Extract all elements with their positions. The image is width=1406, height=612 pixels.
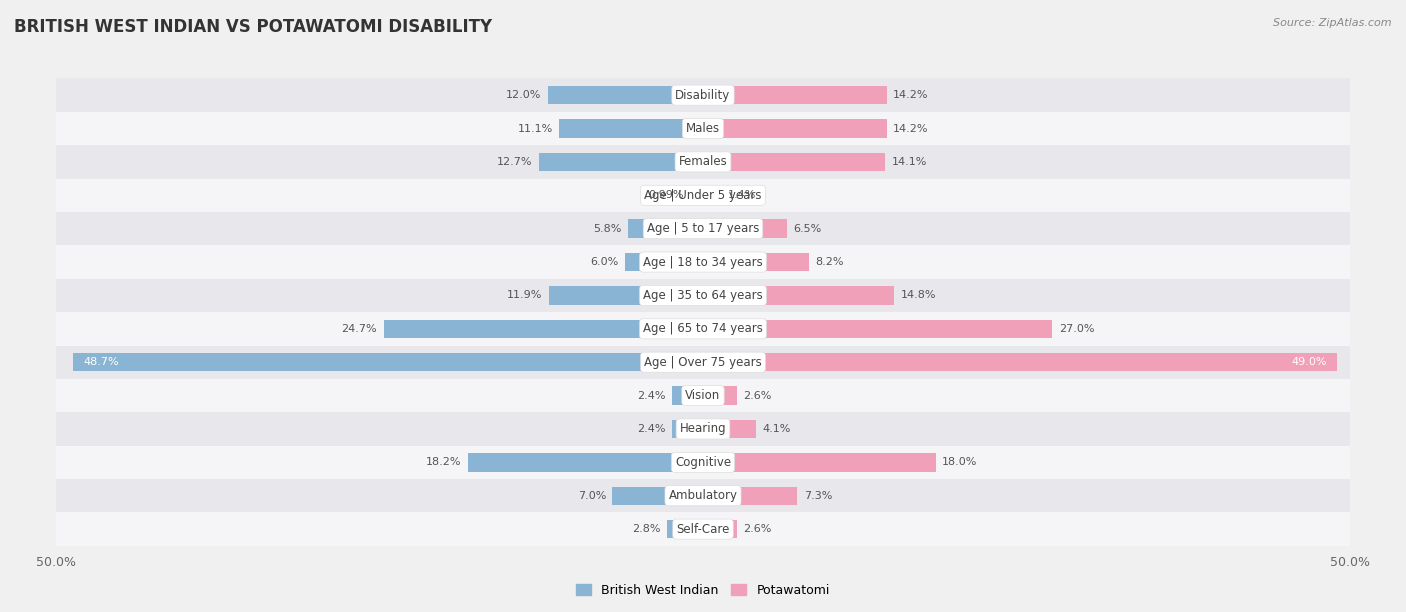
FancyBboxPatch shape (44, 412, 1362, 446)
FancyBboxPatch shape (44, 512, 1362, 546)
Text: Females: Females (679, 155, 727, 168)
Text: Source: ZipAtlas.com: Source: ZipAtlas.com (1274, 18, 1392, 28)
Text: 14.2%: 14.2% (893, 90, 928, 100)
Bar (703, 286, 894, 305)
Text: Age | 35 to 64 years: Age | 35 to 64 years (643, 289, 763, 302)
Bar (703, 353, 1337, 371)
Bar (703, 153, 886, 171)
Text: Disability: Disability (675, 89, 731, 102)
FancyBboxPatch shape (44, 245, 1362, 278)
Text: 2.6%: 2.6% (744, 524, 772, 534)
FancyBboxPatch shape (44, 479, 1362, 512)
Text: 2.6%: 2.6% (744, 390, 772, 401)
Text: 8.2%: 8.2% (815, 257, 844, 267)
Bar (626, 253, 703, 271)
Text: Vision: Vision (685, 389, 721, 402)
Text: 18.2%: 18.2% (426, 457, 461, 468)
FancyBboxPatch shape (44, 346, 1362, 379)
Bar (672, 386, 703, 405)
FancyBboxPatch shape (44, 379, 1362, 412)
Text: 14.1%: 14.1% (891, 157, 927, 167)
Bar (384, 319, 703, 338)
Text: Ambulatory: Ambulatory (668, 489, 738, 502)
Bar (703, 420, 756, 438)
Text: 2.4%: 2.4% (637, 390, 665, 401)
Text: 11.1%: 11.1% (517, 124, 553, 133)
Text: 18.0%: 18.0% (942, 457, 977, 468)
Text: 1.4%: 1.4% (727, 190, 756, 200)
Bar (468, 453, 703, 471)
FancyBboxPatch shape (44, 446, 1362, 479)
FancyBboxPatch shape (44, 212, 1362, 245)
Text: Self-Care: Self-Care (676, 523, 730, 536)
Bar (690, 186, 703, 204)
Text: 4.1%: 4.1% (762, 424, 792, 434)
Text: 5.8%: 5.8% (593, 223, 621, 234)
Text: 7.3%: 7.3% (804, 491, 832, 501)
Bar (703, 186, 721, 204)
Text: 14.8%: 14.8% (901, 291, 936, 300)
Bar (703, 119, 887, 138)
Text: 7.0%: 7.0% (578, 491, 606, 501)
Bar (560, 119, 703, 138)
Text: Hearing: Hearing (679, 422, 727, 436)
Bar (628, 220, 703, 238)
Text: Age | Over 75 years: Age | Over 75 years (644, 356, 762, 368)
Text: Age | Under 5 years: Age | Under 5 years (644, 188, 762, 202)
FancyBboxPatch shape (44, 78, 1362, 112)
Text: Males: Males (686, 122, 720, 135)
Bar (538, 153, 703, 171)
Text: 2.8%: 2.8% (631, 524, 661, 534)
Bar (73, 353, 703, 371)
Text: Age | 18 to 34 years: Age | 18 to 34 years (643, 256, 763, 269)
Bar (703, 487, 797, 505)
Text: Age | 5 to 17 years: Age | 5 to 17 years (647, 222, 759, 235)
Text: 24.7%: 24.7% (342, 324, 377, 334)
Text: Age | 65 to 74 years: Age | 65 to 74 years (643, 323, 763, 335)
Bar (703, 520, 737, 539)
FancyBboxPatch shape (44, 145, 1362, 179)
FancyBboxPatch shape (44, 312, 1362, 346)
Bar (666, 520, 703, 539)
Bar (703, 253, 808, 271)
Bar (613, 487, 703, 505)
Bar (548, 86, 703, 104)
Text: Cognitive: Cognitive (675, 456, 731, 469)
Text: 48.7%: 48.7% (83, 357, 120, 367)
Bar (672, 420, 703, 438)
Text: 49.0%: 49.0% (1291, 357, 1326, 367)
Text: 6.0%: 6.0% (591, 257, 619, 267)
Bar (703, 386, 737, 405)
Text: 12.7%: 12.7% (496, 157, 533, 167)
Text: 14.2%: 14.2% (893, 124, 928, 133)
Bar (703, 319, 1052, 338)
Text: 11.9%: 11.9% (508, 291, 543, 300)
Text: 2.4%: 2.4% (637, 424, 665, 434)
FancyBboxPatch shape (44, 112, 1362, 145)
Bar (703, 86, 887, 104)
FancyBboxPatch shape (44, 278, 1362, 312)
Text: BRITISH WEST INDIAN VS POTAWATOMI DISABILITY: BRITISH WEST INDIAN VS POTAWATOMI DISABI… (14, 18, 492, 36)
Text: 6.5%: 6.5% (793, 223, 821, 234)
Text: 0.99%: 0.99% (648, 190, 683, 200)
FancyBboxPatch shape (44, 179, 1362, 212)
Text: 12.0%: 12.0% (506, 90, 541, 100)
Bar (703, 453, 936, 471)
Legend: British West Indian, Potawatomi: British West Indian, Potawatomi (571, 579, 835, 602)
Bar (703, 220, 787, 238)
Bar (550, 286, 703, 305)
Text: 27.0%: 27.0% (1059, 324, 1094, 334)
